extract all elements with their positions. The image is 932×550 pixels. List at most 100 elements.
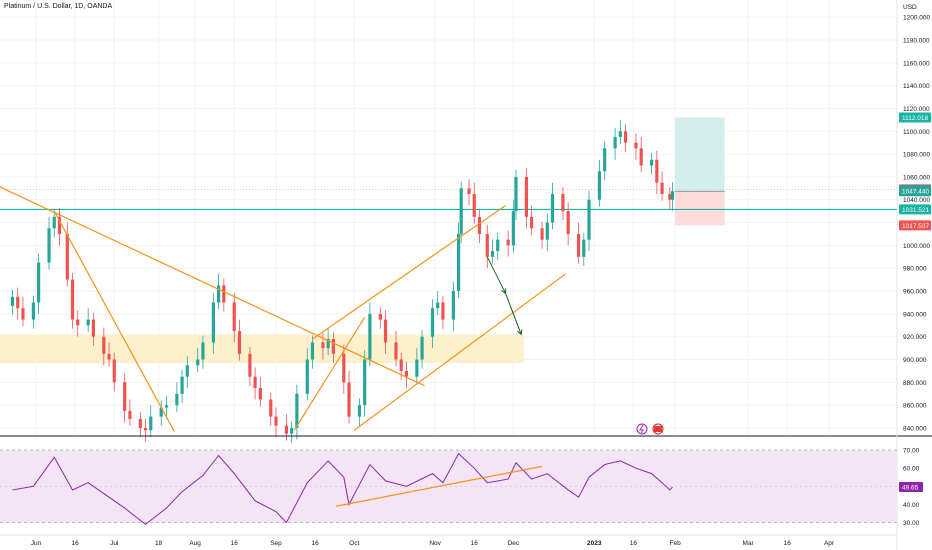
candle-2022-11-23 [490,239,495,264]
y-tick-label-15: 900.000 [903,357,927,364]
x-tick-label-9: Nov [429,540,441,547]
x-tick-label-11: Dec [508,540,520,547]
price-tag-3: 1031.521 [899,204,931,215]
price-tag-0: 1112.018 [899,112,931,123]
lightning-glyph-icon [639,424,644,434]
candle-2023-01-27 [660,171,664,201]
candle-2022-09-29 [347,370,351,424]
rsi-tick-label-4: 30.00 [903,520,920,527]
x-tick-label-17: Apr [824,540,835,547]
candle-2022-09-23 [331,332,335,363]
target-zone [675,117,725,192]
candle-2022-07-25 [175,382,179,413]
lightning-event-icon [636,423,648,435]
candle-2022-12-14 [545,213,549,252]
candle-2022-11-14 [467,179,471,206]
trendline-0 [0,186,425,387]
candle-2022-11-16 [472,182,476,224]
trendline-2 [293,316,366,431]
candle-2022-12-20 [561,187,565,221]
svg-text:1017.537: 1017.537 [902,223,929,230]
rsi-band [0,450,897,523]
candle-2022-05-23 [10,289,15,316]
candle-2022-11-08 [451,281,455,331]
candle-2022-11-21 [485,224,489,269]
candle-2023-01-30 [668,187,672,209]
trendline-1 [53,210,175,432]
candle-2022-11-11 [459,181,463,244]
candle-2022-11-18 [477,210,482,244]
x-tick-label-4: Aug [189,540,201,547]
candle-2022-06-13 [65,222,69,287]
rsi-tick-label-0: 70.00 [903,448,920,455]
x-tick-label-7: 16 [311,540,319,547]
candle-2022-06-08 [52,210,56,238]
y-tick-label-2: 1160.000 [903,60,930,67]
rsi-tick-label-3: 40.00 [903,502,920,509]
candle-2023-01-25 [655,150,659,195]
candle-2022-07-27 [180,369,184,403]
y-tick-label-10: 1000.000 [903,243,930,250]
trendline-4 [353,273,566,431]
candle-2022-09-09 [295,384,299,440]
candle-2022-11-02 [436,291,440,316]
flag-glyph-icon [654,426,662,432]
candle-2022-10-19 [399,352,403,381]
candle-2022-05-27 [21,296,25,327]
candle-2022-10-17 [394,330,398,367]
x-tick-label-8: Oct [349,540,359,547]
candle-2023-01-05 [603,141,607,181]
candle-2022-05-31 [31,295,35,329]
support-zone [0,334,524,363]
candle-2022-08-30 [269,392,273,426]
y-tick-label-4: 1120.000 [903,106,930,113]
y-tick-label-18: 840.000 [903,426,927,433]
candle-2022-09-01 [274,407,278,438]
candle-2022-06-02 [37,253,41,314]
candle-2022-07-29 [185,356,189,389]
candle-2022-12-01 [511,199,515,253]
candle-2022-08-10 [216,273,221,310]
candle-2022-09-27 [342,344,346,394]
candle-2022-11-25 [496,232,500,261]
candle-2022-07-15 [149,405,153,438]
y-tick-label-5: 1100.000 [903,129,930,136]
x-tick-label-10: 16 [471,540,479,547]
candle-2022-11-04 [441,295,445,329]
candle-2022-09-21 [326,327,330,355]
candle-2022-12-08 [530,205,534,236]
candle-2023-01-03 [597,159,602,207]
candle-2022-07-11 [138,412,142,438]
candle-2022-07-01 [112,352,116,392]
candle-2022-10-25 [415,348,419,384]
candle-2023-01-19 [639,136,643,173]
candle-2022-10-13 [383,310,388,354]
y-tick-label-12: 960.000 [903,289,927,296]
candle-2022-08-16 [232,293,236,343]
candle-2023-01-09 [613,127,617,160]
stop-zone [675,191,725,226]
rsi-tick-label-1: 60.00 [903,466,920,473]
candle-2022-06-15 [70,272,75,329]
candle-2022-09-07 [290,421,294,443]
y-tick-label-13: 940.000 [903,311,927,318]
candle-2022-10-07 [368,302,372,367]
x-tick-label-14: Feb [669,540,681,547]
candle-2022-05-25 [16,287,20,320]
candle-2022-09-13 [305,348,309,401]
candle-2022-10-21 [404,361,409,389]
price-tag-2: 1047.440 [899,186,931,197]
candle-2023-01-31 [670,182,675,212]
x-tick-label-13: 16 [630,540,638,547]
candle-2022-10-03 [357,398,362,426]
y-tick-label-17: 860.000 [903,403,927,410]
svg-text:1047.440: 1047.440 [902,189,929,196]
candle-2023-01-11 [618,119,622,144]
x-tick-label-2: Jul [110,540,119,547]
candle-2022-07-21 [164,396,169,419]
candle-2022-11-29 [506,230,510,257]
y-tick-label-14: 920.000 [903,334,927,341]
rsi-value-tag: 49.65 [899,481,923,492]
candle-2022-06-21 [86,308,90,333]
